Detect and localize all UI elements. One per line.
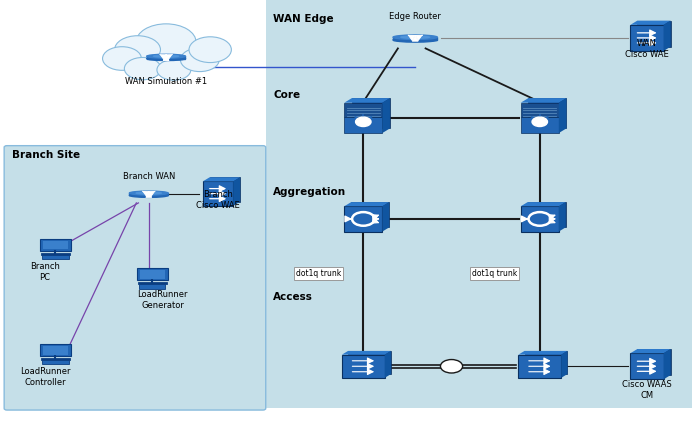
- Circle shape: [102, 47, 141, 70]
- Circle shape: [136, 24, 196, 60]
- FancyBboxPatch shape: [630, 353, 664, 379]
- Text: Aggregation: Aggregation: [273, 187, 347, 197]
- Polygon shape: [147, 56, 185, 59]
- FancyBboxPatch shape: [266, 76, 692, 168]
- Ellipse shape: [136, 192, 161, 194]
- FancyBboxPatch shape: [210, 177, 240, 202]
- Polygon shape: [233, 177, 240, 206]
- FancyBboxPatch shape: [344, 103, 382, 117]
- Ellipse shape: [154, 55, 179, 57]
- Polygon shape: [382, 98, 390, 133]
- FancyBboxPatch shape: [529, 98, 566, 128]
- Polygon shape: [520, 202, 566, 206]
- Text: LoadRunner
Generator: LoadRunner Generator: [138, 290, 188, 310]
- Polygon shape: [558, 202, 566, 232]
- FancyBboxPatch shape: [139, 285, 165, 288]
- Polygon shape: [385, 351, 391, 378]
- FancyBboxPatch shape: [637, 349, 671, 375]
- FancyBboxPatch shape: [342, 354, 385, 378]
- Polygon shape: [344, 98, 390, 103]
- FancyBboxPatch shape: [4, 146, 266, 410]
- FancyBboxPatch shape: [344, 117, 382, 133]
- FancyBboxPatch shape: [520, 117, 559, 133]
- FancyBboxPatch shape: [40, 239, 71, 251]
- Text: dot1q trunk: dot1q trunk: [472, 269, 518, 278]
- FancyBboxPatch shape: [266, 168, 692, 282]
- Polygon shape: [382, 202, 389, 232]
- Polygon shape: [344, 202, 389, 206]
- FancyBboxPatch shape: [520, 103, 559, 117]
- Circle shape: [115, 36, 161, 64]
- Circle shape: [356, 117, 371, 127]
- FancyBboxPatch shape: [352, 98, 390, 128]
- FancyBboxPatch shape: [40, 344, 71, 356]
- FancyBboxPatch shape: [137, 269, 167, 280]
- Circle shape: [440, 360, 462, 373]
- FancyBboxPatch shape: [525, 351, 567, 374]
- Polygon shape: [664, 21, 671, 51]
- Ellipse shape: [147, 54, 185, 58]
- Polygon shape: [664, 349, 671, 379]
- Circle shape: [181, 48, 219, 72]
- Polygon shape: [203, 177, 240, 181]
- Text: Core: Core: [273, 90, 300, 100]
- Text: Branch
PC: Branch PC: [30, 262, 60, 282]
- Polygon shape: [393, 37, 437, 40]
- FancyBboxPatch shape: [518, 354, 561, 378]
- Ellipse shape: [401, 36, 430, 38]
- Circle shape: [532, 117, 547, 127]
- FancyBboxPatch shape: [630, 25, 664, 51]
- FancyBboxPatch shape: [203, 181, 233, 206]
- Polygon shape: [558, 98, 566, 133]
- Text: Branch WAN: Branch WAN: [122, 172, 175, 181]
- Text: dot1q trunk: dot1q trunk: [295, 269, 341, 278]
- Text: LoadRunner
Controller: LoadRunner Controller: [20, 367, 70, 387]
- FancyBboxPatch shape: [637, 21, 671, 47]
- Polygon shape: [630, 21, 671, 25]
- Text: Access: Access: [273, 292, 313, 302]
- FancyBboxPatch shape: [140, 270, 165, 279]
- Polygon shape: [561, 351, 567, 378]
- Ellipse shape: [147, 57, 185, 61]
- Ellipse shape: [129, 191, 168, 195]
- Polygon shape: [520, 98, 566, 103]
- Circle shape: [125, 57, 161, 80]
- Ellipse shape: [393, 38, 437, 42]
- Text: WAN
Cisco WAE: WAN Cisco WAE: [625, 39, 669, 59]
- Text: Edge Router: Edge Router: [390, 12, 441, 21]
- Text: Branch Site: Branch Site: [12, 150, 80, 160]
- FancyBboxPatch shape: [351, 202, 389, 227]
- FancyBboxPatch shape: [266, 0, 692, 76]
- FancyBboxPatch shape: [42, 360, 69, 364]
- FancyBboxPatch shape: [520, 206, 559, 232]
- Polygon shape: [342, 351, 391, 354]
- FancyBboxPatch shape: [43, 241, 68, 249]
- FancyBboxPatch shape: [528, 202, 566, 227]
- FancyBboxPatch shape: [266, 282, 692, 408]
- Text: Cisco WAAS
CM: Cisco WAAS CM: [622, 380, 672, 400]
- FancyBboxPatch shape: [348, 351, 391, 374]
- FancyBboxPatch shape: [43, 346, 68, 354]
- Circle shape: [189, 37, 231, 63]
- Text: WAN Edge: WAN Edge: [273, 14, 334, 24]
- Text: WAN Simulation #1: WAN Simulation #1: [125, 77, 207, 86]
- Text: Branch
Cisco WAE: Branch Cisco WAE: [196, 190, 240, 210]
- Ellipse shape: [129, 194, 168, 197]
- Ellipse shape: [393, 35, 437, 40]
- Polygon shape: [630, 349, 671, 353]
- FancyBboxPatch shape: [344, 206, 382, 232]
- FancyBboxPatch shape: [42, 255, 69, 259]
- Circle shape: [157, 60, 191, 80]
- Polygon shape: [518, 351, 567, 354]
- Polygon shape: [129, 193, 168, 195]
